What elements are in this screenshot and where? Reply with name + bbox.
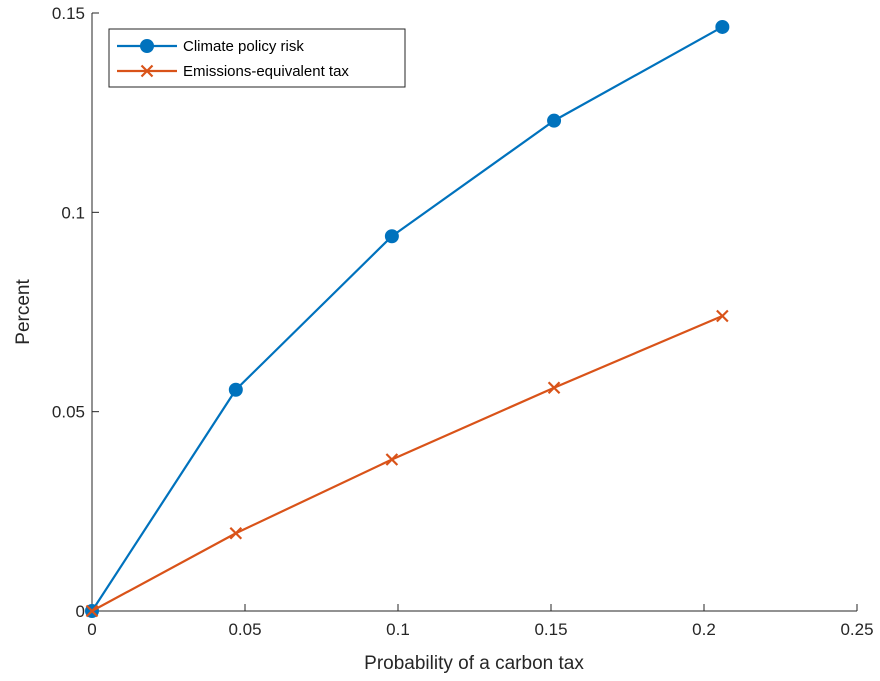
legend: Climate policy risk Emissions-equivalent … — [109, 29, 405, 87]
data-point — [548, 114, 561, 127]
y-tick-label: 0 — [76, 602, 85, 621]
plot-background — [92, 13, 857, 611]
y-axis-label: Percent — [13, 279, 34, 345]
plot-area — [92, 13, 857, 611]
data-point — [229, 383, 242, 396]
x-tick-label: 0.15 — [534, 620, 567, 639]
y-tick-label: 0.05 — [52, 403, 85, 422]
legend-swatch-marker — [141, 40, 154, 53]
x-tick-label: 0.1 — [386, 620, 410, 639]
legend-item-climate-policy-risk: Climate policy risk — [117, 38, 304, 55]
data-point — [716, 20, 729, 33]
legend-label: Emissions-equivalent tax — [183, 63, 349, 80]
x-tick-label: 0.2 — [692, 620, 716, 639]
x-tick-label: 0 — [87, 620, 96, 639]
y-tick-label: 0.1 — [61, 203, 85, 222]
data-point — [385, 230, 398, 243]
x-axis-label: Probability of a carbon tax — [364, 653, 584, 674]
legend-label: Climate policy risk — [183, 38, 304, 55]
y-tick-label: 0.15 — [52, 4, 85, 23]
x-tick-label: 0.05 — [228, 620, 261, 639]
x-tick-label: 0.25 — [840, 620, 873, 639]
